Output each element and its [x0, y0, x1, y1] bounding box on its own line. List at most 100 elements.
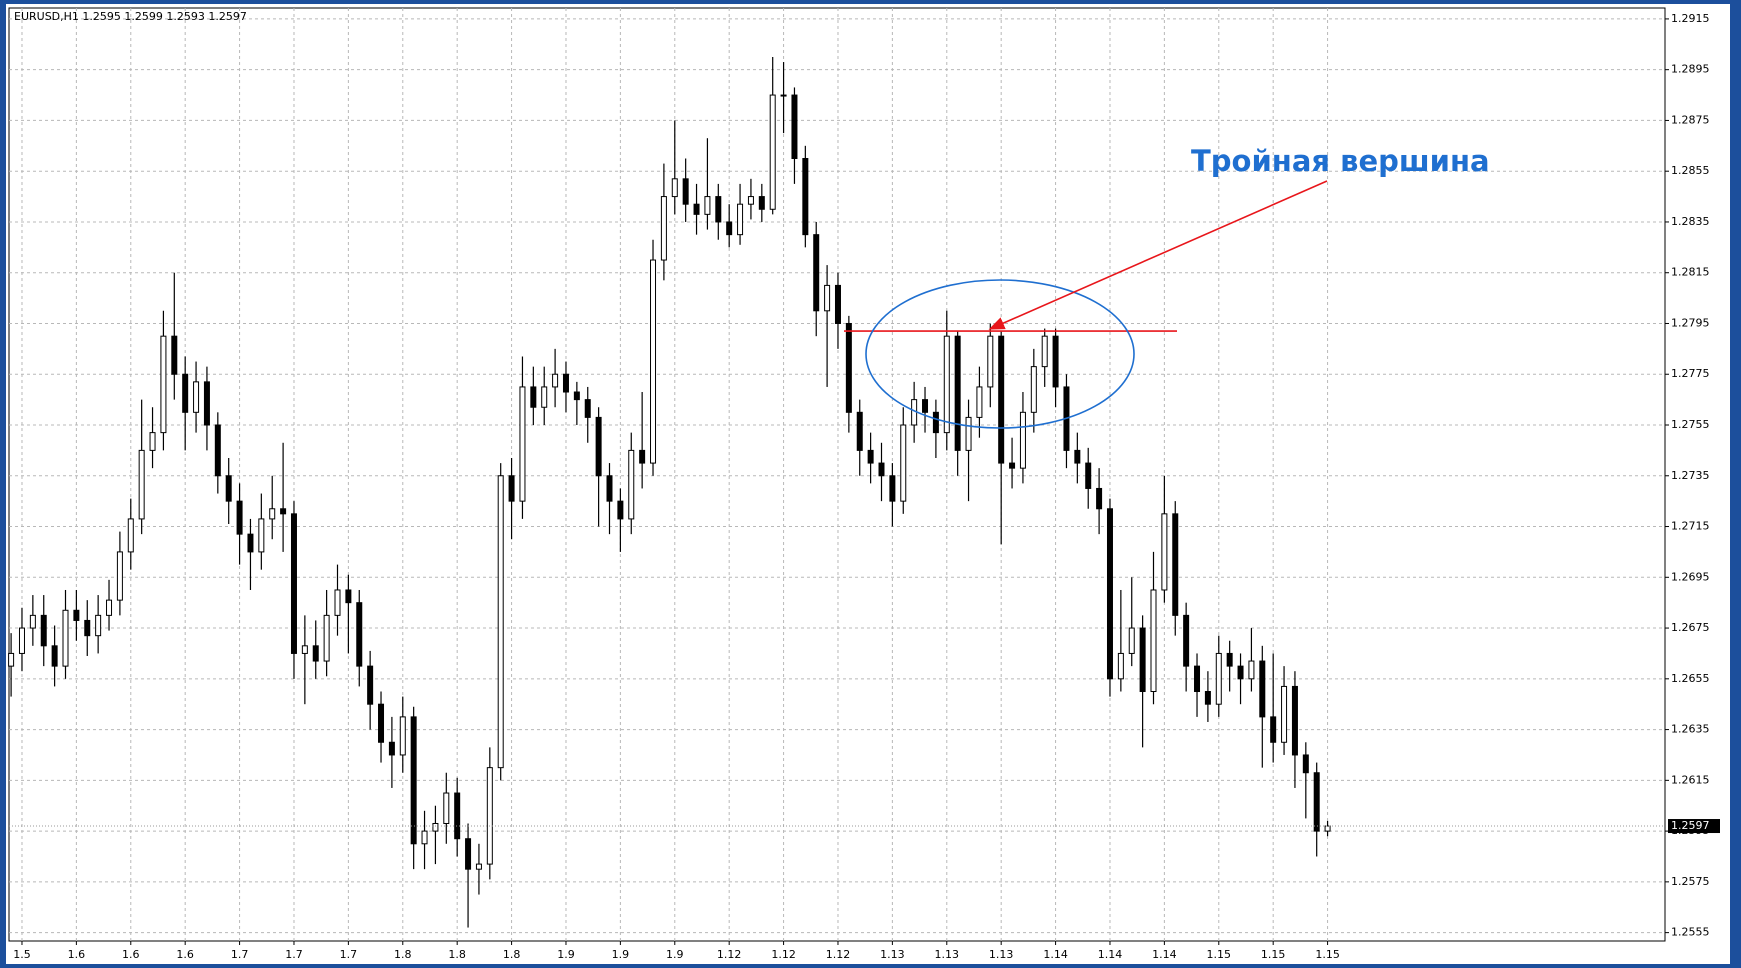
- x-tick-label: 1.13: [935, 948, 960, 961]
- candle-body: [1009, 462, 1016, 469]
- candle-body: [334, 589, 341, 616]
- candle-body: [203, 381, 210, 426]
- candle-body: [922, 399, 929, 413]
- candle-body: [40, 614, 47, 647]
- x-tick-label: 1.12: [771, 948, 796, 961]
- candle-body: [486, 767, 493, 865]
- candle-body: [900, 424, 907, 502]
- candle-body: [617, 500, 624, 520]
- candle-body: [388, 741, 395, 756]
- x-tick-label: 1.6: [176, 948, 194, 961]
- x-tick-label: 1.14: [1152, 948, 1177, 961]
- plot-border: [8, 7, 1666, 942]
- candle-body: [1096, 487, 1103, 510]
- candle-body: [1117, 652, 1124, 680]
- y-tick-label: 1.2655: [1671, 672, 1710, 685]
- annotation: Тройная вершина: [1191, 144, 1490, 178]
- candle-body: [1106, 508, 1113, 680]
- candle-body: [367, 665, 374, 705]
- candle-body: [704, 196, 711, 215]
- candle-body: [225, 475, 232, 502]
- candle-body: [715, 196, 722, 223]
- y-tick-label: 1.2815: [1671, 266, 1710, 279]
- x-tick-label: 1.8: [503, 948, 521, 961]
- candle-body: [780, 94, 787, 97]
- candle-body: [399, 716, 406, 756]
- candle-body: [432, 822, 439, 832]
- candle-body: [552, 373, 559, 388]
- candle-body: [965, 416, 972, 451]
- x-tick-label: 1.14: [1098, 948, 1123, 961]
- candle-body: [1085, 462, 1092, 489]
- y-tick-label: 1.2855: [1671, 164, 1710, 177]
- candle-body: [1324, 825, 1331, 832]
- candle-body: [998, 335, 1005, 464]
- x-tick-label: 1.7: [340, 948, 358, 961]
- candle-body: [410, 716, 417, 845]
- candle-body: [867, 449, 874, 464]
- x-tick-label: 1.15: [1315, 948, 1340, 961]
- candle-body: [660, 196, 667, 261]
- candle-body: [138, 449, 145, 520]
- candle-body: [726, 221, 733, 236]
- x-tick-label: 1.9: [612, 948, 630, 961]
- candle-body: [247, 533, 254, 553]
- candle-body: [834, 284, 841, 324]
- candle-body: [1052, 335, 1059, 388]
- y-tick-label: 1.2875: [1671, 113, 1710, 126]
- candle-body: [954, 335, 961, 451]
- candle-body: [824, 284, 831, 312]
- y-tick-label: 1.2635: [1671, 723, 1710, 736]
- x-tick-label: 1.15: [1207, 948, 1232, 961]
- annotation-arrow: [988, 180, 1328, 330]
- candle-body: [1019, 411, 1026, 469]
- candle-body: [889, 475, 896, 502]
- candle-body: [519, 386, 526, 502]
- candle-body: [475, 863, 482, 870]
- candle-body: [573, 391, 580, 401]
- candle-body: [95, 614, 102, 637]
- candle-body: [269, 508, 276, 520]
- candle-body: [106, 599, 113, 616]
- chart-background: [6, 4, 1730, 964]
- last-price-label: 1.2597: [1671, 819, 1710, 832]
- x-tick-label: 1.12: [717, 948, 742, 961]
- candle-body: [51, 645, 58, 667]
- candle-body: [584, 399, 591, 418]
- chart-title: EURUSD,H1 1.2595 1.2599 1.2593 1.2597: [14, 10, 247, 23]
- candle-body: [29, 614, 36, 629]
- candle-body: [378, 703, 385, 743]
- candle-body: [454, 792, 461, 840]
- candle-body: [1204, 691, 1211, 705]
- candle-body: [182, 373, 189, 413]
- candle-body: [1172, 513, 1179, 616]
- candle-body: [562, 373, 569, 393]
- x-tick-label: 1.7: [231, 948, 249, 961]
- candle-body: [171, 335, 178, 375]
- x-tick-label: 1.13: [880, 948, 905, 961]
- x-tick-label: 1.9: [557, 948, 575, 961]
- y-tick-label: 1.2715: [1671, 520, 1710, 533]
- y-tick-label: 1.2675: [1671, 621, 1710, 634]
- candle-body: [312, 645, 319, 662]
- y-tick-label: 1.2695: [1671, 570, 1710, 583]
- candle-body: [443, 792, 450, 824]
- highlight-ellipse: [865, 279, 1135, 429]
- y-tick-label: 1.2835: [1671, 215, 1710, 228]
- candle-body: [595, 416, 602, 477]
- candle-body: [1302, 754, 1309, 774]
- candle-body: [356, 602, 363, 667]
- candle-body: [747, 196, 754, 205]
- candle-body: [1183, 614, 1190, 667]
- candle-body: [1150, 589, 1157, 693]
- y-tick-label: 1.2555: [1671, 926, 1710, 939]
- x-tick-label: 1.8: [394, 948, 412, 961]
- y-tick-label: 1.2575: [1671, 875, 1710, 888]
- candle-body: [1270, 716, 1277, 743]
- candle-body: [1237, 665, 1244, 680]
- candle-body: [1030, 366, 1037, 413]
- candle-body: [193, 381, 200, 413]
- x-tick-label: 1.13: [989, 948, 1014, 961]
- candle-body: [258, 518, 265, 553]
- candle-body: [628, 449, 635, 520]
